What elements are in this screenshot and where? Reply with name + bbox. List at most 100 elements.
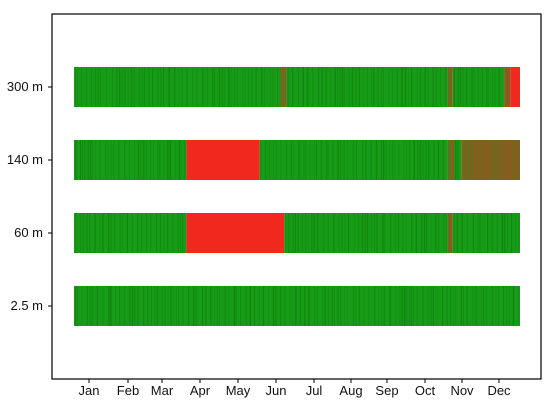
- band-texture-line: [424, 67, 426, 107]
- band-texture-line: [483, 286, 485, 326]
- band-texture-line: [395, 286, 397, 326]
- band-texture-line: [124, 67, 126, 107]
- band-texture-line: [344, 213, 346, 253]
- band-texture-line: [427, 286, 429, 326]
- band-texture-line: [417, 140, 419, 180]
- band-texture-line: [276, 140, 277, 180]
- band-texture-line: [493, 140, 495, 180]
- band-texture-line: [344, 67, 345, 107]
- band-texture-line: [358, 67, 360, 107]
- band-texture-line: [298, 140, 300, 180]
- band-texture-line: [161, 286, 163, 326]
- x-tick-label: May: [226, 383, 251, 398]
- band-texture-line: [507, 140, 508, 180]
- band-segment: [461, 140, 520, 180]
- band-texture-line: [224, 67, 225, 107]
- band-texture-line: [218, 67, 220, 107]
- band-texture-line: [202, 67, 204, 107]
- band-texture-line: [328, 286, 329, 326]
- band-texture-line: [300, 140, 301, 180]
- band-texture-line: [159, 140, 161, 180]
- band-texture-line: [480, 140, 481, 180]
- band-texture-line: [363, 67, 364, 107]
- band-texture-line: [486, 67, 488, 107]
- band-texture-line: [326, 140, 328, 180]
- band-texture-line: [445, 67, 447, 107]
- band-texture-line: [430, 213, 432, 253]
- band-texture-line: [99, 140, 101, 180]
- band-texture-line: [512, 286, 515, 326]
- band-texture-line: [432, 67, 434, 107]
- band-texture-line: [306, 67, 309, 107]
- band-texture-line: [156, 213, 158, 253]
- band-texture-line: [425, 140, 427, 180]
- band-texture-line: [456, 213, 458, 253]
- band-texture-line: [210, 286, 212, 326]
- band-texture-line: [361, 213, 363, 253]
- band-texture-line: [177, 213, 179, 253]
- band-texture-line: [146, 140, 148, 180]
- band-texture-line: [143, 67, 145, 107]
- band-texture-line: [237, 67, 239, 107]
- band-texture-line: [299, 286, 301, 326]
- band-texture-line: [453, 213, 455, 253]
- band-texture-line: [507, 213, 508, 253]
- band-texture-line: [192, 67, 193, 107]
- band-texture-line: [149, 140, 152, 180]
- x-tick-label: Sep: [375, 383, 398, 398]
- band-texture-line: [134, 140, 135, 180]
- band-texture-line: [248, 67, 249, 107]
- band-texture-line: [275, 286, 277, 326]
- band-texture-line: [411, 67, 413, 107]
- band-texture-line: [341, 213, 343, 253]
- band-texture-line: [305, 213, 307, 253]
- band-texture-line: [302, 67, 304, 107]
- band-texture-line: [337, 67, 339, 107]
- band-segment: [280, 67, 287, 107]
- band-texture-line: [318, 67, 320, 107]
- band-segment: [186, 140, 260, 180]
- band-texture-line: [457, 140, 459, 180]
- band-texture-line: [370, 140, 372, 180]
- band-texture-line: [371, 213, 372, 253]
- band-texture-line: [450, 140, 452, 180]
- band-texture-line: [518, 213, 520, 253]
- band-texture-line: [376, 213, 378, 253]
- band-texture-line: [426, 213, 428, 253]
- band-texture-line: [102, 213, 104, 253]
- band-texture-line: [152, 67, 154, 107]
- band-texture-line: [391, 67, 393, 107]
- band-texture-line: [367, 67, 368, 107]
- y-tick-label: 2.5 m: [10, 298, 43, 313]
- band-texture-line: [80, 140, 82, 180]
- band-texture-line: [89, 213, 91, 253]
- band-texture-line: [371, 67, 372, 107]
- band-texture-line: [501, 213, 504, 253]
- band-texture-line: [164, 286, 166, 326]
- band-texture-line: [180, 213, 181, 253]
- band-texture-line: [333, 213, 335, 253]
- band-texture-line: [500, 140, 501, 180]
- band-texture-line: [269, 140, 271, 180]
- band-texture-line: [437, 213, 440, 253]
- band-texture-line: [251, 67, 253, 107]
- band-texture-line: [178, 67, 179, 107]
- band-texture-line: [160, 67, 162, 107]
- band-texture-line: [472, 140, 474, 180]
- band-texture-line: [384, 213, 386, 253]
- band-texture-line: [255, 67, 257, 107]
- band-texture-line: [188, 286, 190, 326]
- band-texture-line: [182, 286, 184, 326]
- band-texture-line: [303, 140, 305, 180]
- band-texture-line: [81, 67, 83, 107]
- band-texture-line: [242, 67, 244, 107]
- band-texture-line: [261, 67, 263, 107]
- band-texture-line: [504, 213, 506, 253]
- band-texture-line: [130, 67, 133, 107]
- band-texture-line: [422, 140, 424, 180]
- band-texture-line: [365, 140, 367, 180]
- band-texture-line: [355, 67, 357, 107]
- band-texture-line: [316, 140, 318, 180]
- band-texture-line: [471, 67, 473, 107]
- band-texture-line: [214, 67, 215, 107]
